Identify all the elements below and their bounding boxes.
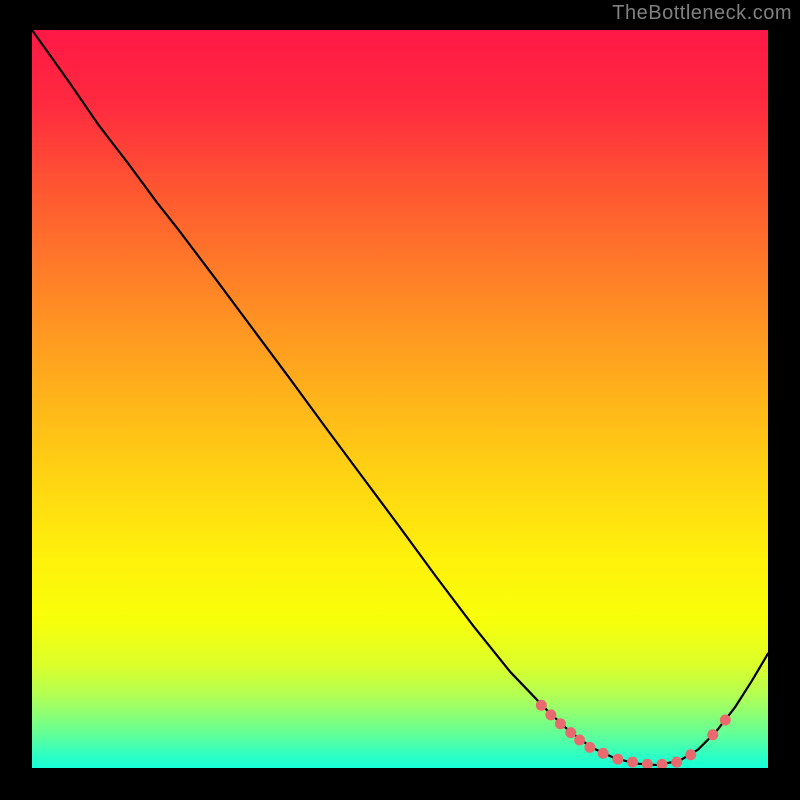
data-markers [32,30,768,768]
plot-area [32,30,768,768]
chart-container: TheBottleneck.com [0,0,800,800]
attribution-text: TheBottleneck.com [612,2,792,25]
